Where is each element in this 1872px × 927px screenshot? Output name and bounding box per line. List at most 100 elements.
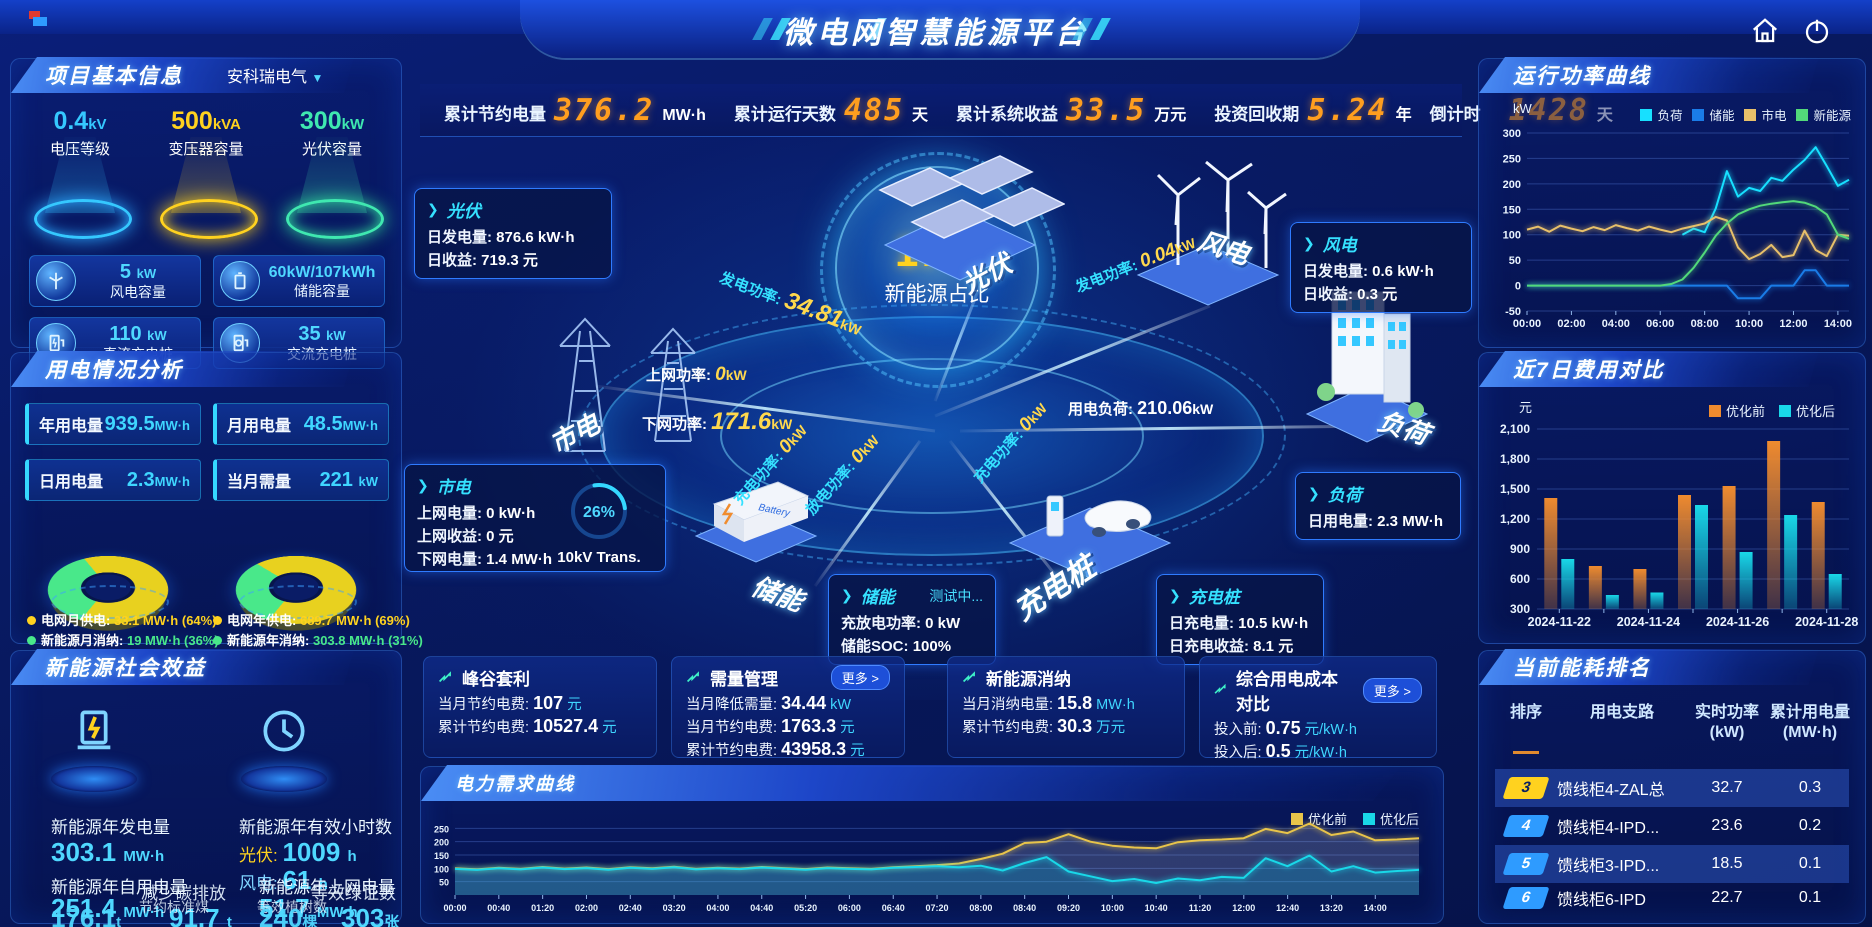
panel-project-info: 项目基本信息 安科瑞电气 ▼ 0.4kV 电压等级 500kVA 变压器容量 3… [10,57,402,369]
legend-swatch [1692,109,1705,121]
transformer-percent: 26% [583,504,615,521]
box-title: 光伏 [446,202,481,221]
card-title: 新能源消纳 [986,670,1071,689]
trees-label: 等效植树数 [257,899,327,915]
panel-title: 近7日费用对比 [1513,359,1665,382]
row-power: 22.7 [1711,889,1743,906]
svg-text:00:00: 00:00 [1513,318,1541,330]
svg-text:100: 100 [434,864,449,874]
home-icon[interactable] [1748,16,1782,46]
demand-chart: 250 200 150 100 50 00:00 00:40 01:20 02:00 02:40 0… [434,822,1420,913]
panel-title: 用电情况分析 [45,359,183,382]
page-title: 微电网智慧能源平台 [783,17,1089,50]
svg-text:300: 300 [1503,128,1521,140]
stat-unit: MW·h [342,417,378,433]
panel-header: 新能源社会效益 [11,649,355,685]
col-branch: 用电支路 [1589,704,1654,721]
table-row[interactable]: 3 馈线柜4-ZAL总 32.7 0.3 [1495,769,1849,807]
legend-dot-yellow [27,616,36,625]
panel-header: 电力需求曲线 [421,765,1403,801]
arrow-icon: ❯ [1303,235,1315,251]
pv-hours-label: 光伏: [239,846,278,865]
kpi-label: 投资回收期 [1214,104,1300,124]
more-button[interactable]: 更多 > [830,665,890,690]
card-value: 110 [109,323,142,345]
certs-unit: 张 [384,914,400,927]
kpi-unit: 年 [1395,106,1412,124]
table-row[interactable]: 5 馈线柜3-IPD... 18.5 0.1 [1495,845,1849,883]
svg-text:600: 600 [1510,572,1530,586]
card-title: 需量管理 [710,670,778,689]
donut-ring-decor [51,585,169,619]
col-energy: 累计用电量 (MW·h) [1769,704,1850,741]
card-label: 风电容量 [110,284,166,300]
legend-label: 新能源年消纳: [227,633,310,648]
table-row[interactable]: 4 馈线柜4-IPD... 23.6 0.2 [1495,807,1849,845]
certs-value: 303 [341,903,385,927]
row-energy: 0.1 [1798,855,1822,872]
podium-label: 电压等级 [49,141,110,158]
stat-unit: MW·h [154,417,190,433]
svg-text:250: 250 [1503,153,1521,165]
svg-text:250: 250 [434,824,449,834]
ev-charger-graphic [1008,495,1172,579]
kpi-label: 累计系统收益 [956,104,1059,124]
card-corner-icon [438,670,451,682]
svg-text:08:00: 08:00 [969,903,992,913]
kpi-value: 485 [843,92,905,128]
hours-icon-podium [229,703,339,808]
col-power: 实时功率 (kW) [1694,704,1759,741]
legend-label: 市电 [1761,109,1787,123]
battery-storage-graphic: Battery [694,481,818,563]
svg-text:10:40: 10:40 [1145,903,1168,913]
svg-text:100: 100 [1503,230,1521,242]
stat-month-usage: 月用电量 48.5MW·h [213,403,389,445]
svg-text:05:20: 05:20 [794,903,817,913]
wind-info-box: ❯ 风电 日发电量: 0.6 kW·h 日收益: 0.3 元 [1290,222,1472,313]
kpi-run-days: 累计运行天数 485 天 [730,93,932,128]
ranking-divider [1513,751,1539,754]
donut-ring-decor [239,585,357,619]
stat-day-usage: 日用电量 2.3MW·h [25,459,201,501]
panel-title: 项目基本信息 [45,65,183,88]
legend-label: 储能 [1709,109,1735,123]
kpi-unit: 天 [912,106,929,124]
legend-dot-green [213,636,222,645]
panel-title: 新能源社会效益 [45,657,206,680]
rank-badge: 5 [1502,853,1550,875]
card-corner-icon [962,670,975,682]
wind-turbines-graphic [1136,160,1287,306]
gen-label: 新能源年发电量 [51,818,170,837]
arrow-icon: ❯ [841,587,853,603]
branch-name: 馈线柜4-ZAL总 [1557,782,1665,799]
svg-text:10:00: 10:00 [1735,318,1763,330]
svg-text:2024-11-22: 2024-11-22 [1528,615,1591,629]
usage-stats: 年用电量 939.5MW·h 月用电量 48.5MW·h 日用电量 2.3MW·h 当… [25,403,389,501]
svg-text:200: 200 [1503,179,1521,191]
arrow-icon: ❯ [1169,587,1181,603]
svg-text:2,100: 2,100 [1500,422,1530,436]
co2-value: 176.1 [51,903,117,927]
panel-corner-icon [11,351,27,365]
more-button[interactable]: 更多 > [1362,677,1422,703]
donut-year-chart [221,521,371,624]
svg-text:04:00: 04:00 [706,903,729,913]
svg-text:01:20: 01:20 [531,903,554,913]
card-wind-capacity: 5 kW 风电容量 [29,255,201,307]
card-value: 60kW/107kWh [268,264,376,281]
legend-label: 优化前 [1725,404,1765,419]
table-row[interactable]: 6 馈线柜6-IPD 22.7 0.1 [1495,883,1849,913]
co2-label: 减少碳排放 [141,884,226,903]
panel-corner-icon [1479,649,1495,663]
power-icon[interactable] [1800,16,1834,46]
legend-swatch [1778,405,1791,417]
legend-swatch [1744,109,1757,121]
panel-header: 项目基本信息 安科瑞电气 ▼ [11,57,355,93]
panel-corner-icon [11,57,27,71]
row-power: 32.7 [1711,779,1743,796]
ranking-header: 排序 用电支路 实时功率 (kW) 累计用电量 (MW·h) [1495,703,1850,743]
svg-text:12:00: 12:00 [1232,903,1255,913]
card-title: 峰谷套利 [462,670,530,689]
company-dropdown[interactable]: 安科瑞电气 ▼ [227,63,323,87]
stat-unit: MW·h [154,473,190,489]
